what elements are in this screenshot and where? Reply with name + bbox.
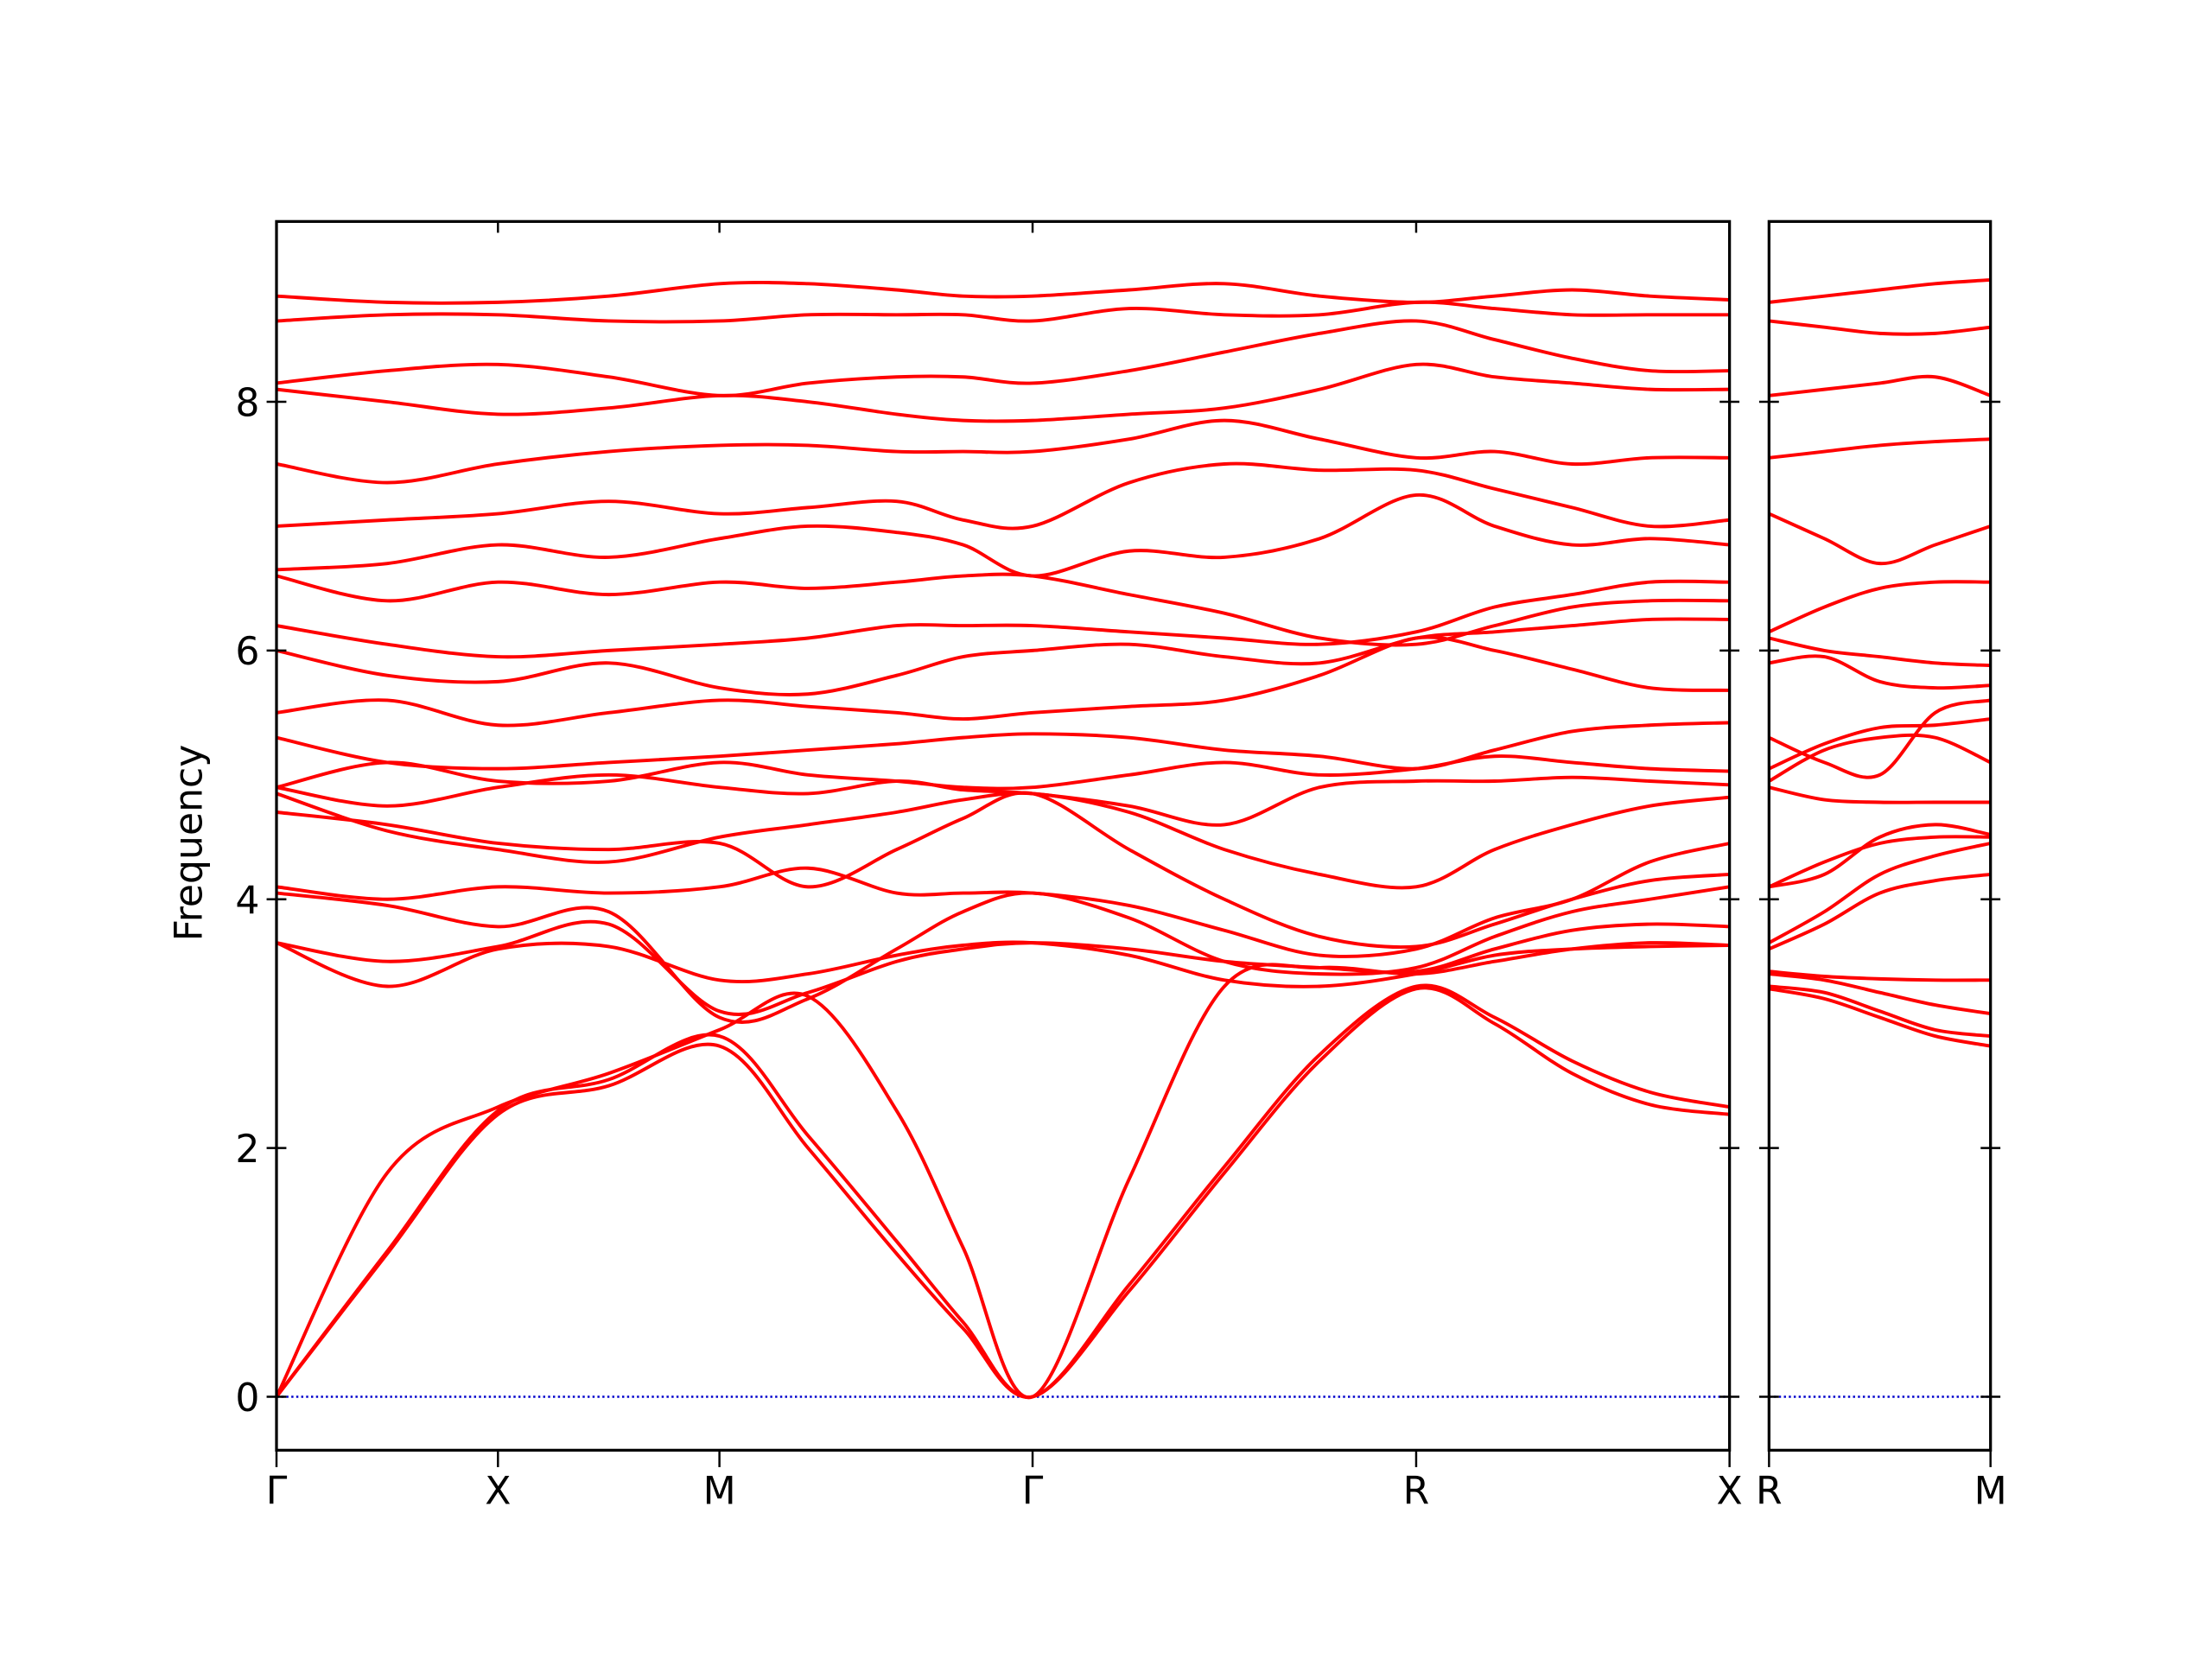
plot-area <box>276 280 1730 1400</box>
band-line <box>276 617 1730 696</box>
band-line <box>276 983 1730 1399</box>
band-line <box>276 940 1730 988</box>
band-line <box>276 791 1730 890</box>
band-line <box>1769 835 1991 889</box>
band-line <box>276 579 1730 659</box>
band-line <box>276 635 1730 728</box>
band-line <box>1769 733 1991 783</box>
band-line <box>276 754 1730 791</box>
band-line <box>276 319 1730 397</box>
band-line <box>1769 278 1991 304</box>
band-line <box>276 418 1730 485</box>
band-line <box>276 280 1730 305</box>
band-line <box>1769 823 1991 889</box>
band-line <box>276 885 1730 1024</box>
band-line <box>1769 842 1991 944</box>
band-line <box>1769 654 1991 690</box>
band-line <box>1769 785 1991 804</box>
band-line <box>276 461 1730 531</box>
band-line <box>276 919 1730 1016</box>
y-tick-label: 6 <box>235 630 259 674</box>
x-tick-label: R <box>1403 1469 1430 1513</box>
band-line <box>276 721 1730 771</box>
band-line <box>276 493 1730 578</box>
x-tick-label: X <box>1717 1469 1743 1513</box>
x-tick-label: X <box>485 1469 511 1513</box>
band-line <box>1769 873 1991 951</box>
band-line <box>1769 319 1991 336</box>
y-tick-label: 4 <box>235 879 259 923</box>
x-tick-label: M <box>1974 1469 2007 1513</box>
y-axis-label: Frequency <box>167 745 211 942</box>
band-line <box>276 300 1730 324</box>
band-line <box>1769 580 1991 634</box>
band-line <box>1769 636 1991 668</box>
y-tick-label: 8 <box>235 381 259 425</box>
x-tick-label: M <box>703 1469 736 1513</box>
plot-area <box>1769 278 1991 1398</box>
axes-frame <box>1767 219 1993 1452</box>
band-line <box>1769 512 1991 566</box>
band-line <box>276 362 1730 423</box>
band-line <box>1769 987 1991 1048</box>
band-line <box>1769 437 1991 460</box>
band-line <box>276 941 1730 1400</box>
band-line <box>276 772 1730 827</box>
band-line <box>1769 984 1991 1039</box>
band-line <box>1769 717 1991 771</box>
x-tick-label: R <box>1756 1469 1783 1513</box>
axes-frame <box>275 219 1732 1452</box>
y-tick-label: 2 <box>235 1128 259 1172</box>
band-line <box>1769 969 1991 982</box>
band-line <box>276 572 1730 647</box>
band-line <box>1769 972 1991 1016</box>
band-line <box>276 986 1730 1399</box>
x-tick-label: Γ <box>1022 1469 1044 1513</box>
band-line <box>276 791 1730 950</box>
band-line <box>276 842 1730 958</box>
band-line <box>1769 698 1991 779</box>
band-line <box>1769 374 1991 397</box>
x-tick-label: Γ <box>266 1469 288 1513</box>
y-tick-label: 0 <box>235 1376 259 1421</box>
